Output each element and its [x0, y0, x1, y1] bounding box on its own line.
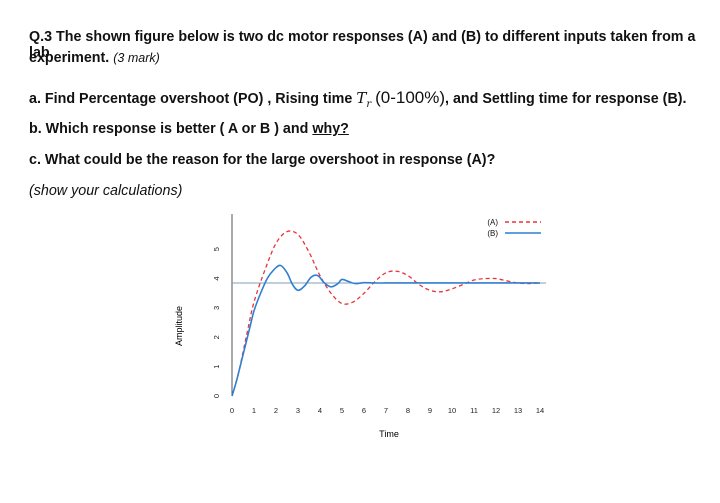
x-tick-label: 8 [406, 406, 410, 415]
part-c-text: c. What could be the reason for the larg… [29, 152, 496, 168]
part-a-prefix: a. Find Percentage overshoot (PO) , Risi… [29, 91, 353, 107]
question-line1: Q.3 The shown figure below is two dc mot… [29, 29, 720, 61]
part-a: a. Find Percentage overshoot (PO) , Risi… [29, 88, 687, 110]
series-lines [231, 230, 541, 397]
x-tick-label: 11 [470, 406, 478, 415]
x-tick-label: 4 [318, 406, 322, 415]
question-line2: experiment. (3 mark) [29, 50, 160, 66]
x-tick-label: 3 [296, 406, 300, 415]
x-tick-label: 10 [448, 406, 456, 415]
x-tick-label: 1 [252, 406, 256, 415]
part-b-prefix: b. Which response is better ( A or B ) a… [29, 121, 309, 137]
x-tick-label: 7 [384, 406, 388, 415]
marks-label: (3 mark) [113, 51, 160, 65]
legend-label-b: (B) [487, 229, 498, 238]
series-a-line [231, 230, 541, 397]
legend-label-a: (A) [487, 218, 498, 227]
y-tick-label: 1 [212, 365, 221, 369]
x-tick-label: 2 [274, 406, 278, 415]
x-axis-label: Time [379, 429, 399, 439]
x-tick-label: 6 [362, 406, 366, 415]
legend: (A) (B) [487, 218, 541, 238]
question-title-text: Q.3 The shown figure below is two dc mot… [29, 29, 696, 61]
x-tick-label: 5 [340, 406, 344, 415]
rise-time-symbol: Tr [356, 89, 372, 110]
x-tick-label: 0 [230, 406, 234, 415]
rise-time-range: (0-100%) [375, 88, 446, 107]
x-tick-label: 9 [428, 406, 432, 415]
question-title-cont: experiment. [29, 50, 110, 66]
x-tick-label: 13 [514, 406, 522, 415]
x-tick-label: 14 [536, 406, 544, 415]
calc-note: (show your calculations) [29, 183, 183, 199]
x-tick-label: 12 [492, 406, 500, 415]
y-tick-label: 4 [212, 276, 221, 280]
y-axis-label: Amplitude [174, 306, 184, 346]
part-a-suffix: , and Settling time for response (B). [445, 91, 687, 107]
part-b-why: why? [312, 121, 349, 137]
y-tick-label: 0 [212, 394, 221, 398]
y-tick-label: 3 [212, 306, 221, 310]
y-tick-label: 2 [212, 335, 221, 339]
series-b-line [231, 264, 540, 397]
y-tick-label: 5 [212, 247, 221, 251]
part-b: b. Which response is better ( A or B ) a… [29, 121, 349, 137]
part-c: c. What could be the reason for the larg… [29, 152, 495, 168]
